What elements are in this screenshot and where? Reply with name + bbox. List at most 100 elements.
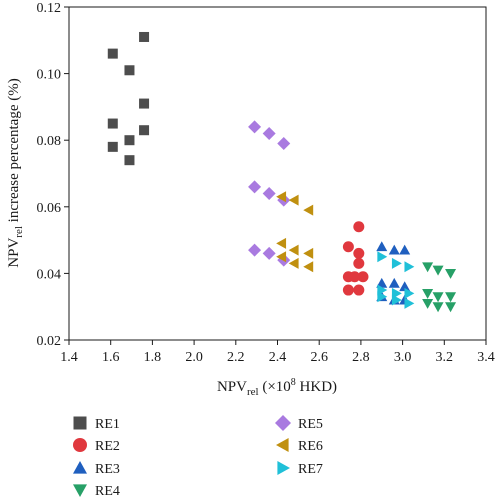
legend-marker-re3 — [73, 461, 87, 474]
legend-label-re1: RE1 — [95, 417, 120, 432]
x-tick-label: 1.6 — [102, 350, 120, 365]
data-point-re5 — [277, 137, 291, 151]
data-point-re1 — [107, 48, 118, 59]
data-point-re4 — [445, 269, 457, 279]
series-re1 — [107, 31, 150, 166]
data-point-re5 — [262, 186, 276, 200]
data-point-re7 — [404, 287, 415, 299]
data-point-re2 — [357, 271, 369, 283]
x-axis-title: NPVrel (×108 HKD) — [217, 377, 337, 398]
x-tick-label: 3.2 — [436, 350, 454, 365]
data-point-re6 — [276, 251, 287, 263]
y-tick-label: 0.08 — [37, 134, 62, 149]
x-tick-label: 2.4 — [269, 350, 287, 365]
legend-item-re4: RE4 — [73, 484, 120, 499]
data-point-re7 — [404, 297, 415, 309]
data-point-re4 — [432, 292, 444, 303]
data-point-re4 — [422, 262, 434, 273]
legend-label-re4: RE4 — [95, 484, 120, 499]
data-point-re2 — [349, 271, 361, 283]
y-tick-label: 0.12 — [37, 1, 62, 16]
y-axis-title-main: NPV — [6, 238, 22, 268]
data-point-re7 — [391, 257, 402, 269]
data-point-re3 — [388, 277, 400, 288]
x-axis-title-sub: rel — [247, 386, 259, 398]
y-axis-title: NPVrel increase percentage (%) — [6, 78, 25, 267]
y-tick-label: 0.02 — [37, 334, 62, 349]
legend-marker-re7 — [277, 461, 290, 475]
data-point-re3 — [376, 241, 388, 252]
data-point-re1 — [124, 65, 135, 76]
legend-marker-re4 — [73, 484, 87, 497]
data-point-re6 — [288, 244, 299, 256]
data-point-re1 — [107, 141, 118, 152]
data-point-re4 — [445, 292, 457, 303]
series-re4 — [422, 262, 457, 313]
legend-label-re5: RE5 — [298, 417, 323, 432]
legend-label-re3: RE3 — [95, 462, 120, 477]
data-point-re2 — [353, 284, 365, 296]
data-point-re5 — [262, 127, 276, 141]
data-point-re6 — [303, 247, 314, 259]
data-point-re5 — [248, 180, 262, 194]
x-axis: 1.4 1.6 1.8 2.0 2.2 2.4 2.6 2.8 3.0 3.2 3.4 — [60, 340, 495, 365]
x-tick-label: 2.0 — [185, 350, 203, 365]
x-axis-title-sup: 8 — [291, 377, 296, 388]
x-axis-title-rest-pre: (×10 — [259, 379, 291, 395]
data-point-re2 — [353, 221, 365, 233]
x-tick-label: 2.2 — [227, 350, 245, 365]
y-axis-title-sub: rel — [13, 226, 25, 238]
data-point-re1 — [124, 155, 135, 166]
legend-item-re3: RE3 — [73, 461, 120, 477]
legend-item-re6: RE6 — [276, 438, 323, 454]
data-point-re1 — [139, 125, 150, 136]
data-point-re5 — [248, 243, 262, 257]
data-points — [107, 31, 457, 313]
data-point-re3 — [399, 244, 411, 255]
data-point-re2 — [342, 284, 354, 296]
x-tick-label: 1.8 — [144, 350, 162, 365]
data-point-re2 — [353, 257, 365, 269]
x-tick-label: 2.8 — [352, 350, 370, 365]
data-point-re6 — [276, 237, 287, 249]
legend-item-re1: RE1 — [73, 416, 120, 432]
data-point-re7 — [404, 261, 415, 273]
y-axis-title-rest: increase percentage (%) — [6, 78, 22, 226]
legend: RE1 RE2 RE3 RE4 RE5 RE6 RE7 — [73, 415, 323, 499]
y-tick-label: 0.06 — [37, 201, 62, 216]
legend-marker-re1 — [73, 416, 87, 430]
data-point-re2 — [353, 247, 365, 259]
legend-item-re7: RE7 — [277, 461, 323, 477]
x-tick-label: 3.0 — [394, 350, 412, 365]
data-point-re5 — [262, 246, 276, 260]
data-point-re1 — [107, 118, 118, 129]
x-axis-title-main: NPV — [217, 379, 247, 395]
data-point-re3 — [376, 277, 388, 288]
data-point-re4 — [432, 302, 444, 313]
data-point-re3 — [399, 281, 411, 292]
x-axis-title-rest-post: HKD) — [296, 379, 337, 395]
x-tick-label: 3.4 — [477, 350, 495, 365]
x-tick-label: 1.4 — [60, 350, 78, 365]
data-point-re1 — [139, 98, 150, 109]
data-point-re6 — [303, 261, 314, 273]
data-point-re5 — [248, 120, 262, 134]
series-re6 — [276, 191, 314, 273]
data-point-re1 — [139, 31, 150, 42]
data-point-re6 — [288, 194, 299, 206]
data-point-re4 — [445, 302, 457, 313]
legend-item-re5: RE5 — [275, 415, 323, 432]
data-point-re2 — [342, 241, 354, 253]
legend-marker-re2 — [73, 438, 87, 452]
legend-marker-re6 — [276, 438, 289, 452]
data-point-re7 — [377, 291, 388, 303]
y-tick-label: 0.04 — [37, 267, 62, 282]
x-tick-label: 2.6 — [310, 350, 328, 365]
legend-item-re2: RE2 — [73, 438, 120, 454]
data-point-re7 — [391, 294, 402, 306]
legend-label-re7: RE7 — [298, 462, 323, 477]
data-point-re4 — [422, 298, 434, 309]
data-point-re7 — [377, 251, 388, 263]
data-point-re6 — [303, 204, 314, 216]
